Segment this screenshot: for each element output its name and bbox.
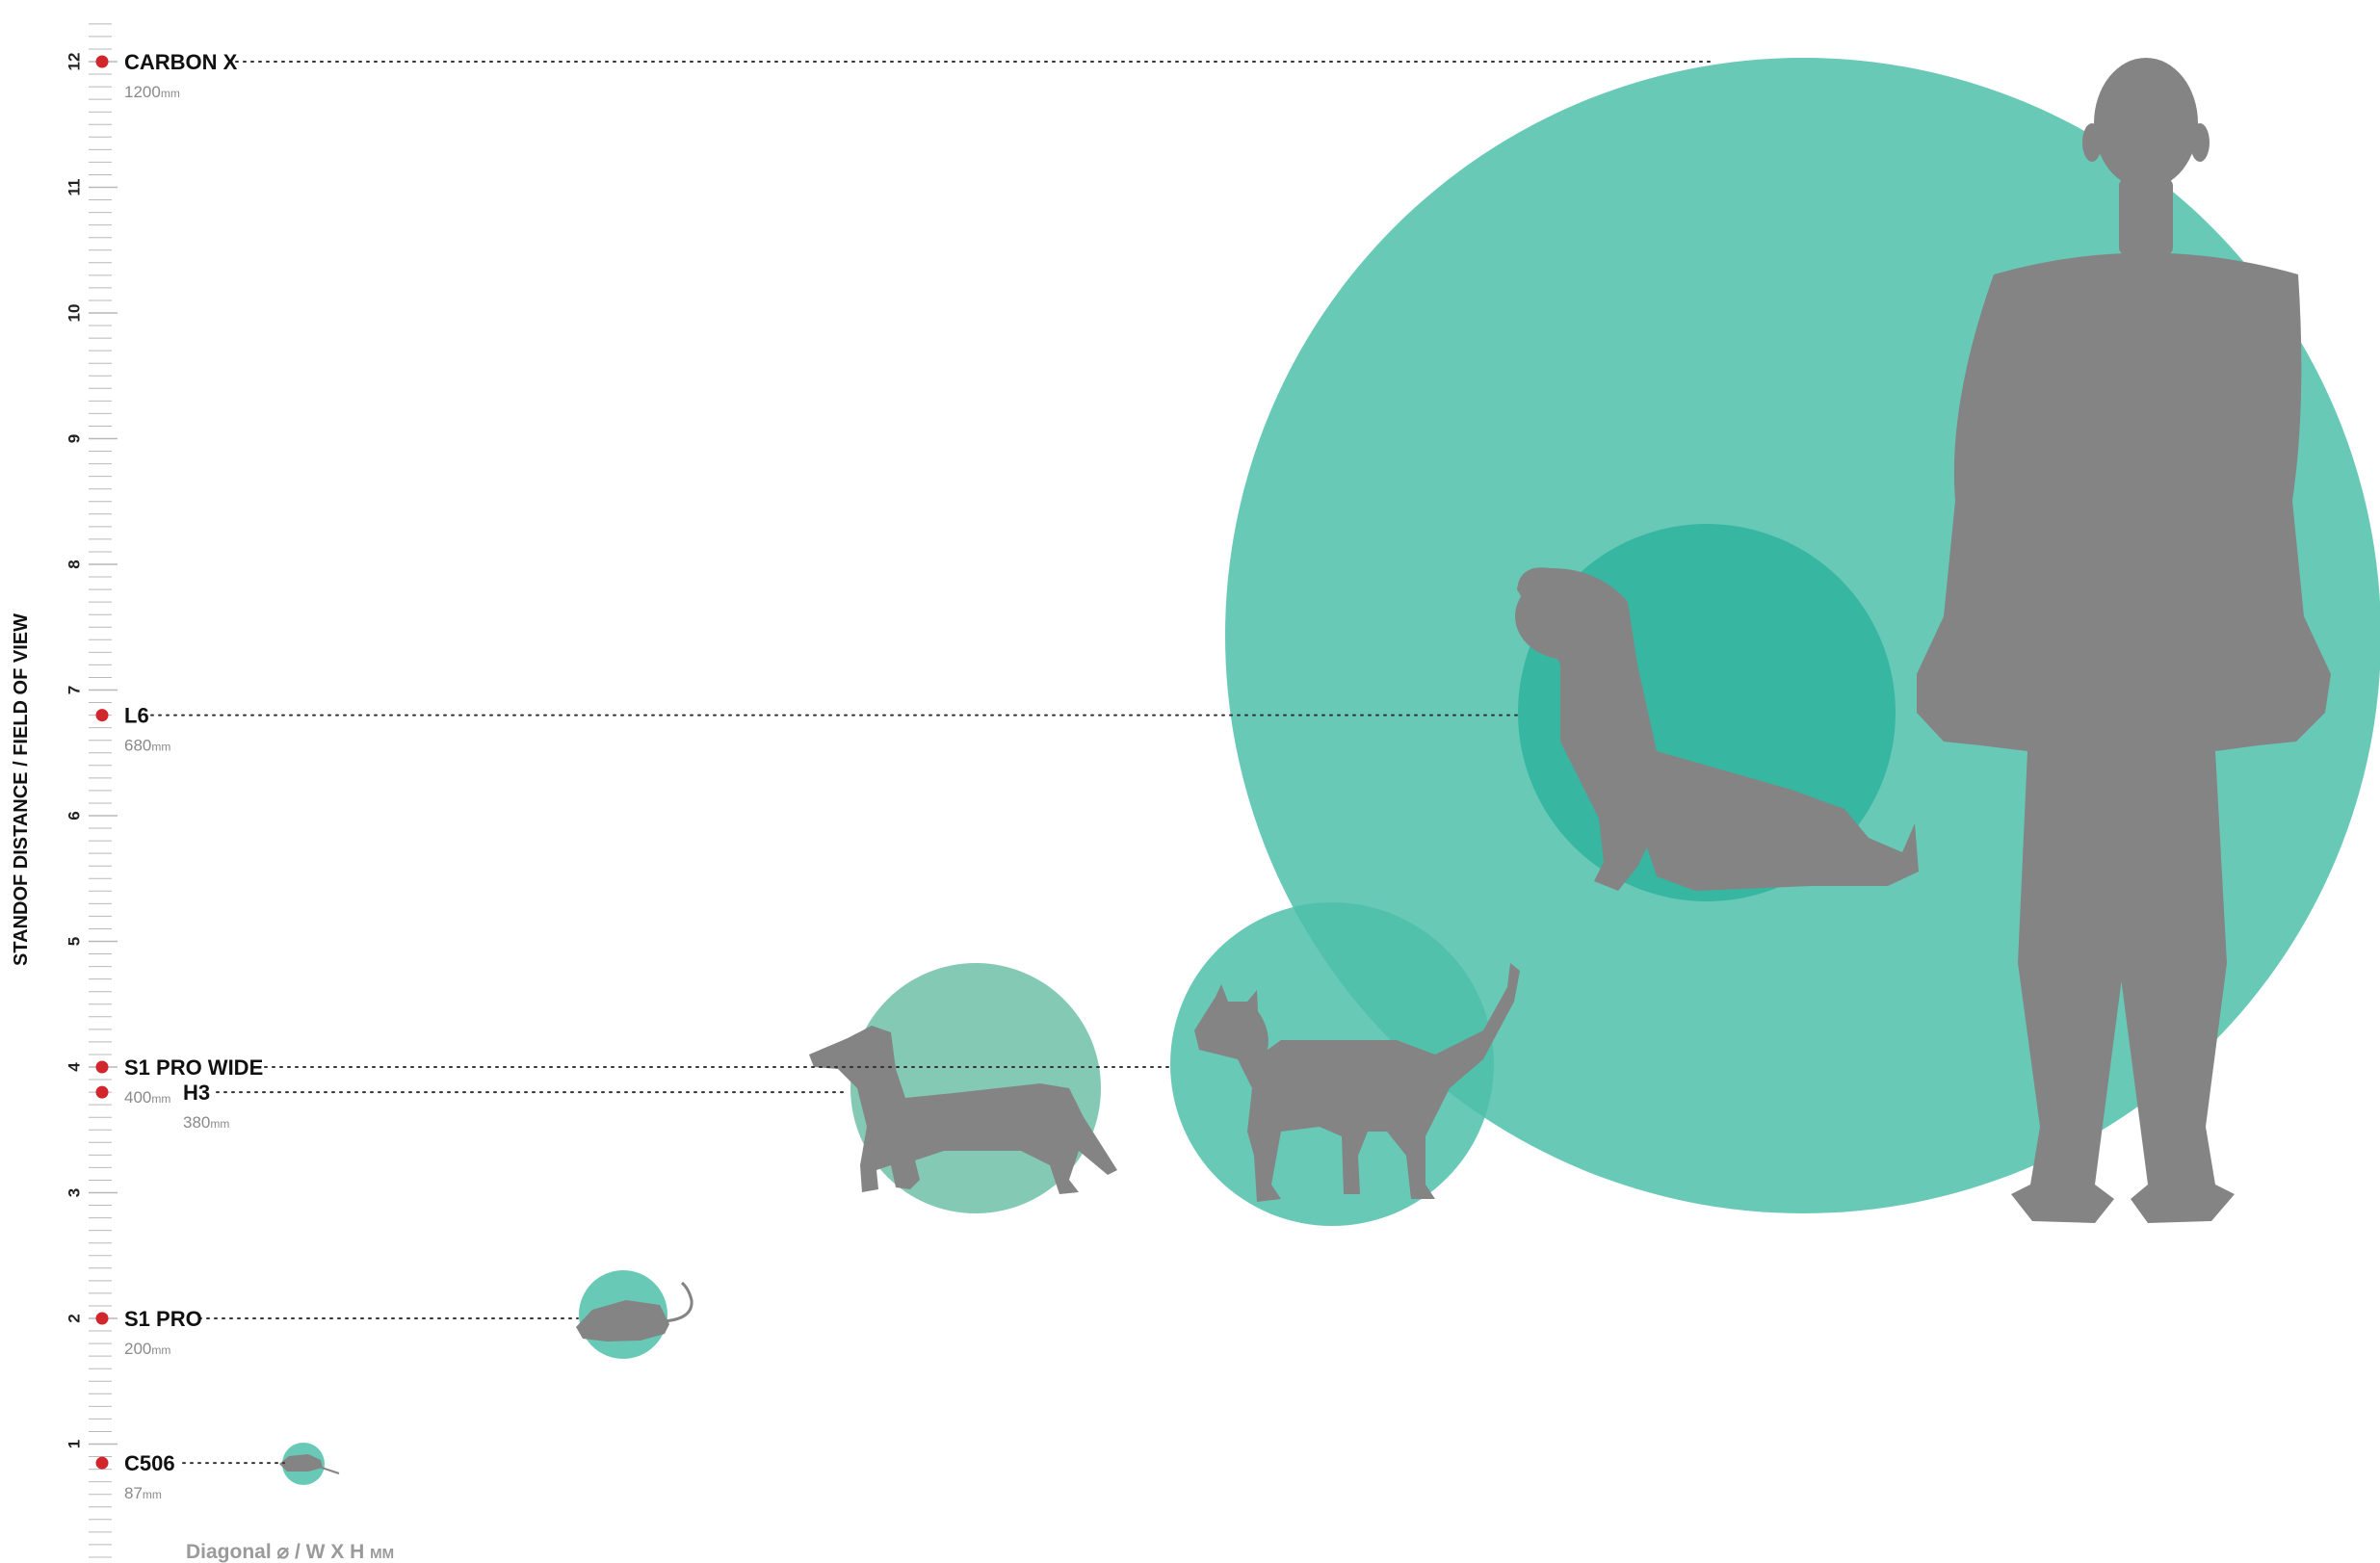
marker-l6 bbox=[95, 709, 109, 722]
mouse-icon bbox=[279, 1454, 340, 1474]
size-legend-unit: MM bbox=[370, 1546, 394, 1562]
y-tick-label: 2 bbox=[65, 1314, 84, 1322]
product-name-l6: L6 bbox=[124, 704, 149, 728]
y-axis-label: STANDOF DISTANCE / FIELD OF VIEW bbox=[11, 613, 32, 966]
y-tick-label: 1 bbox=[65, 1440, 84, 1448]
product-size-value: 200 bbox=[124, 1340, 151, 1358]
cat-icon bbox=[1194, 963, 1520, 1202]
leader-lines bbox=[150, 61, 1715, 1465]
y-tick-label: 6 bbox=[65, 811, 84, 820]
size-legend-text: Diagonal ⌀ / W X H bbox=[186, 1541, 370, 1563]
product-size-unit: mm bbox=[143, 1488, 162, 1501]
product-size-value: 400 bbox=[124, 1088, 151, 1107]
product-size-c506: 87mm bbox=[124, 1484, 162, 1502]
product-size-unit: mm bbox=[151, 1343, 170, 1357]
product-name-carbon-x: CARBON X bbox=[124, 50, 238, 74]
product-name-h3: H3 bbox=[183, 1081, 210, 1105]
product-markers bbox=[95, 55, 109, 1470]
product-size-value: 87 bbox=[124, 1484, 143, 1502]
product-size-s1-pro-wide: 400mm bbox=[124, 1088, 170, 1107]
product-size-s1-pro: 200mm bbox=[124, 1340, 170, 1358]
product-size-carbon-x: 1200mm bbox=[124, 83, 180, 101]
product-size-unit: mm bbox=[210, 1117, 229, 1131]
y-tick-label: 7 bbox=[65, 686, 84, 694]
y-tick-label: 10 bbox=[65, 304, 84, 323]
rat-icon bbox=[576, 1281, 693, 1342]
product-size-unit: mm bbox=[151, 1092, 170, 1106]
marker-s1-pro-wide bbox=[95, 1060, 109, 1074]
human-icon bbox=[1917, 58, 2331, 1223]
size-legend: Diagonal ⌀ / W X H MM bbox=[186, 1541, 394, 1563]
marker-h3 bbox=[95, 1085, 109, 1099]
y-tick-label: 11 bbox=[65, 179, 84, 196]
product-size-unit: mm bbox=[161, 87, 180, 100]
marker-carbon-x bbox=[95, 55, 109, 68]
subject-silhouettes bbox=[279, 58, 2331, 1474]
y-tick-label: 9 bbox=[65, 434, 84, 443]
product-size-unit: mm bbox=[151, 741, 170, 754]
product-size-value: 380 bbox=[183, 1113, 210, 1132]
dachshund-icon bbox=[809, 1026, 1117, 1194]
y-tick-label: 5 bbox=[65, 937, 84, 946]
marker-s1-pro bbox=[95, 1312, 109, 1325]
y-tick-label: 3 bbox=[65, 1188, 84, 1197]
product-size-value: 1200 bbox=[124, 83, 161, 101]
y-tick-label: 8 bbox=[65, 560, 84, 568]
y-tick-label: 12 bbox=[65, 53, 84, 71]
product-size-value: 680 bbox=[124, 737, 151, 755]
dog-icon bbox=[1515, 567, 1919, 891]
y-tick-label: 4 bbox=[65, 1062, 84, 1072]
product-size-l6: 680mm bbox=[124, 737, 170, 755]
marker-c506 bbox=[95, 1456, 109, 1470]
product-name-s1-pro-wide: S1 PRO WIDE bbox=[124, 1055, 263, 1080]
product-size-h3: 380mm bbox=[183, 1113, 229, 1132]
product-name-s1-pro: S1 PRO bbox=[124, 1307, 202, 1331]
product-name-c506: C506 bbox=[124, 1451, 175, 1475]
